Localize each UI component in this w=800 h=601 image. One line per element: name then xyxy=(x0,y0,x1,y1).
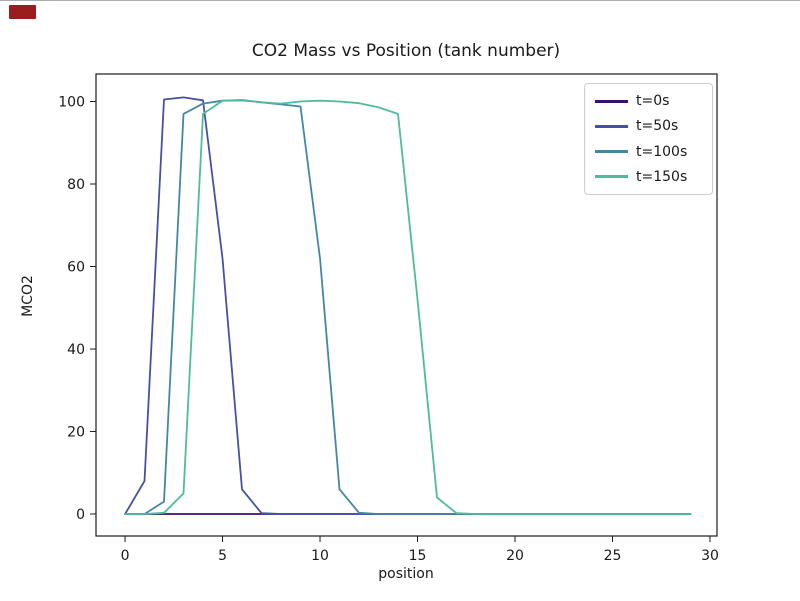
chart-title: CO2 Mass vs Position (tank number) xyxy=(251,41,561,61)
legend-swatch-t0 xyxy=(595,99,628,103)
y-tick-label: 20 xyxy=(67,425,85,441)
y-tick-label: 60 xyxy=(67,260,85,276)
y-tick-label: 100 xyxy=(58,95,85,111)
recording-indicator xyxy=(9,5,36,19)
legend-label-t50: t=50s xyxy=(636,118,679,135)
series-line-t150s xyxy=(124,99,692,515)
legend-swatch-t50 xyxy=(595,124,628,128)
x-tick-label: 30 xyxy=(701,548,719,564)
y-tick-label: 0 xyxy=(76,507,85,523)
legend-swatch-t150 xyxy=(595,175,628,179)
legend-label-t0: t=0s xyxy=(636,93,670,109)
x-tick-label: 25 xyxy=(604,548,622,564)
axes-spines xyxy=(95,73,718,537)
x-tick-label: 15 xyxy=(409,548,427,564)
legend-row: t=100s xyxy=(595,144,702,160)
legend-swatch-t100 xyxy=(595,150,628,154)
x-tick-label: 20 xyxy=(506,548,524,564)
legend: t=0s t=50s t=100s t=150s xyxy=(584,83,713,195)
y-tick-label: 80 xyxy=(67,177,85,193)
legend-label-t150: t=150s xyxy=(636,168,688,185)
legend-row: t=150s xyxy=(595,169,702,185)
legend-row: t=50s xyxy=(595,118,702,134)
x-axis-label: position xyxy=(378,566,434,582)
x-tick-label: 5 xyxy=(218,548,227,564)
y-tick-label: 40 xyxy=(67,342,85,358)
legend-label-t100: t=100s xyxy=(636,143,688,160)
x-tick-label: 10 xyxy=(311,548,329,564)
x-tick-label: 0 xyxy=(121,548,130,564)
legend-row: t=0s xyxy=(595,93,702,109)
y-axis-label: MCO2 xyxy=(20,275,36,317)
